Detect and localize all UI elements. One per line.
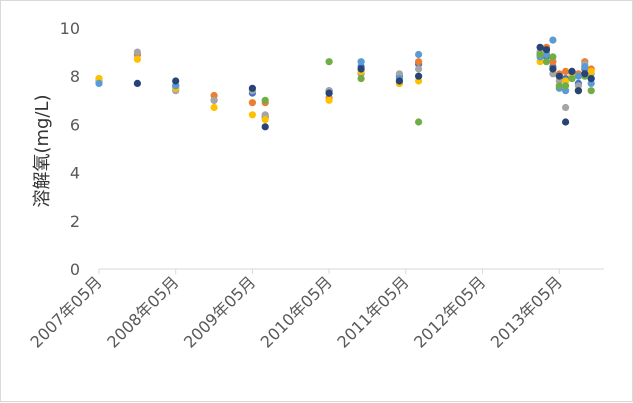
data-point xyxy=(133,79,141,87)
data-point xyxy=(357,58,365,66)
data-point xyxy=(210,103,218,112)
y-tick-label: 8 xyxy=(70,67,80,86)
data-point xyxy=(555,82,563,90)
y-tick-label: 2 xyxy=(70,212,80,231)
data-point xyxy=(574,72,583,80)
x-tick-label: 2011年05月 xyxy=(333,272,412,351)
x-tick-label: 2012年05月 xyxy=(410,272,489,351)
data-point xyxy=(95,79,103,87)
data-point xyxy=(568,67,576,75)
y-tick-label: 6 xyxy=(70,115,80,134)
data-point xyxy=(325,58,333,66)
data-point xyxy=(415,58,423,66)
data-point xyxy=(549,36,557,44)
data-point xyxy=(581,63,589,71)
y-axis-ticks: 0 2 4 6 8 10 xyxy=(60,19,80,279)
data-point xyxy=(549,65,557,73)
data-point xyxy=(549,53,557,61)
x-tick-label: 2013年05月 xyxy=(487,272,566,351)
data-point xyxy=(248,84,256,92)
data-point xyxy=(536,50,544,59)
data-point xyxy=(210,96,218,104)
y-axis-title: 溶解氧(mg/L) xyxy=(32,94,53,207)
data-point xyxy=(261,116,269,124)
data-point xyxy=(415,65,423,73)
data-point xyxy=(536,43,544,51)
data-point xyxy=(133,48,141,56)
data-point xyxy=(172,77,180,85)
data-point xyxy=(415,72,423,80)
x-tick-label: 2007年05月 xyxy=(27,272,106,351)
data-point xyxy=(261,123,269,131)
data-point xyxy=(542,58,551,66)
y-tick-label: 4 xyxy=(70,164,80,183)
data-point xyxy=(248,99,256,107)
data-point xyxy=(357,65,365,73)
data-point xyxy=(542,46,551,54)
data-point xyxy=(325,89,333,97)
data-point xyxy=(133,55,141,63)
data-point xyxy=(415,50,423,59)
data-point xyxy=(555,72,563,80)
data-point xyxy=(248,111,256,119)
y-tick-label: 10 xyxy=(60,19,80,38)
x-tick-label: 2008年05月 xyxy=(103,272,182,351)
data-point xyxy=(562,82,570,90)
data-point xyxy=(562,118,570,126)
data-point xyxy=(562,67,570,75)
x-tick-label: 2010年05月 xyxy=(257,272,336,351)
x-axis-ticks: 2007年05月2008年05月2009年05月2010年05月2011年05月… xyxy=(27,269,566,352)
data-points xyxy=(95,36,595,131)
y-tick-label: 0 xyxy=(70,260,80,279)
data-point xyxy=(261,96,269,104)
data-point xyxy=(581,70,589,78)
data-point xyxy=(357,75,365,83)
data-point xyxy=(587,87,595,95)
data-point xyxy=(568,75,576,83)
data-point xyxy=(562,103,570,112)
data-point xyxy=(587,75,595,83)
data-point xyxy=(574,87,583,95)
x-tick-label: 2009年05月 xyxy=(180,272,259,351)
data-point xyxy=(587,67,595,75)
data-point xyxy=(395,77,403,85)
data-point xyxy=(415,118,423,126)
data-point xyxy=(325,96,333,104)
